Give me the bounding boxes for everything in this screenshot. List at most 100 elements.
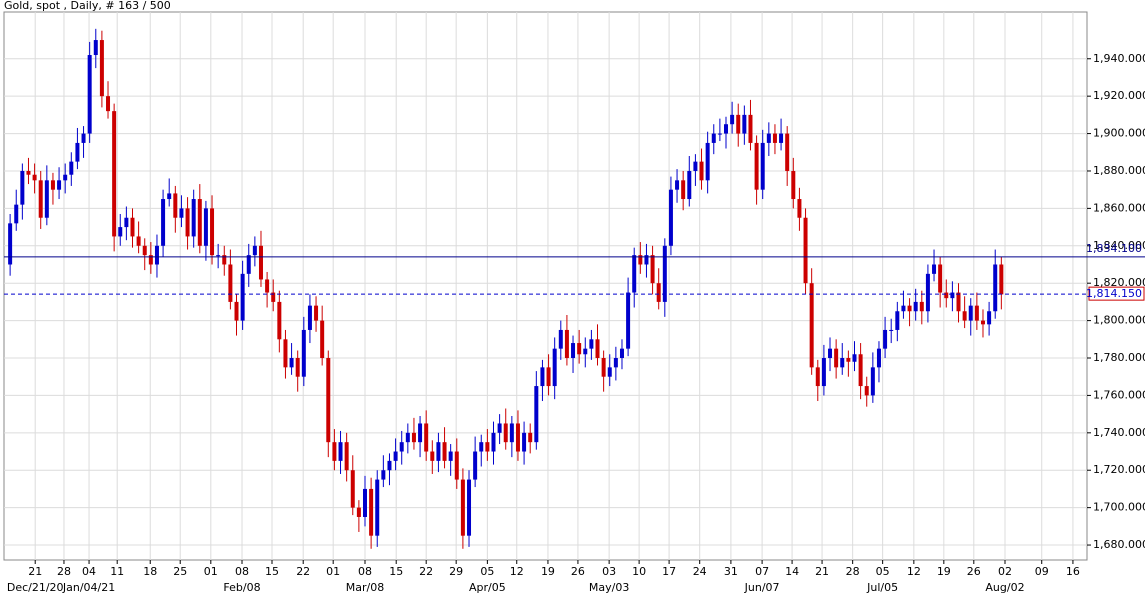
y-tick-label: 1,900.000: [1093, 127, 1145, 140]
candle-body: [974, 305, 979, 321]
candle-body: [369, 488, 374, 536]
candle-body: [852, 354, 857, 362]
candle-body: [173, 193, 178, 218]
x-month-label: Jan/04/21: [62, 581, 115, 594]
candle-body: [803, 217, 808, 284]
price-label-box: [1088, 286, 1145, 301]
candle-body: [405, 432, 410, 443]
x-tick-label: 19: [937, 565, 951, 578]
x-tick-label: 10: [632, 565, 646, 578]
candle-body: [840, 358, 845, 368]
y-tick-label: 1,800.000: [1093, 314, 1145, 327]
x-month-label: Feb/08: [223, 581, 260, 594]
candle-body: [197, 199, 202, 246]
candle-body: [393, 451, 398, 461]
candle-body: [136, 236, 141, 246]
candle-body: [118, 227, 123, 237]
y-tick-label: 1,720.000: [1093, 463, 1145, 476]
candle-body: [509, 423, 514, 443]
candle-body: [809, 283, 814, 368]
x-tick-label: 12: [510, 565, 524, 578]
candle-body: [644, 255, 649, 265]
candle-body: [730, 114, 735, 125]
x-tick-label: 15: [265, 565, 279, 578]
candle-body: [503, 423, 508, 443]
x-tick-label: 28: [846, 565, 860, 578]
candle-body: [956, 292, 961, 312]
x-month-label: Apr/05: [469, 581, 506, 594]
candle-body: [705, 142, 710, 181]
candle-body: [668, 189, 673, 246]
candle-body: [944, 292, 949, 299]
x-tick-label: 26: [967, 565, 981, 578]
candle-body: [754, 142, 759, 190]
candle-body: [662, 245, 667, 302]
candle-body: [63, 174, 68, 181]
candle-body: [571, 343, 576, 359]
candle-body: [307, 305, 312, 330]
candle-body: [399, 442, 404, 452]
candle-body: [999, 264, 1004, 295]
chart-title: Gold, spot , Daily, # 163 / 500: [4, 0, 171, 12]
candle-body: [332, 442, 337, 461]
x-tick-label: 11: [110, 565, 124, 578]
candle-body: [106, 96, 111, 112]
candle-body: [222, 255, 227, 265]
plot-area: [3, 11, 1088, 561]
candle-body: [81, 133, 86, 143]
candle-body: [460, 479, 465, 536]
x-tick-label: 07: [755, 565, 769, 578]
x-month-label: Jun/07: [744, 581, 780, 594]
candle-body: [210, 208, 215, 256]
candle-body: [858, 354, 863, 387]
candle-body: [491, 432, 496, 452]
candle-body: [583, 348, 588, 355]
candle-body: [558, 329, 563, 349]
candle-body: [454, 451, 459, 480]
x-tick-label: 18: [143, 565, 157, 578]
candle-body: [938, 264, 943, 293]
candle-body: [589, 339, 594, 349]
candle-body: [540, 367, 545, 387]
x-tick-label: 05: [876, 565, 890, 578]
candle-body: [326, 358, 331, 443]
x-tick-label: 24: [693, 565, 707, 578]
candle-body: [515, 423, 520, 452]
candle-body: [687, 170, 692, 200]
x-tick-label: 17: [662, 565, 676, 578]
candle-body: [619, 348, 624, 359]
candle-body: [779, 133, 784, 143]
candle-body: [38, 180, 43, 218]
candle-body: [736, 114, 741, 134]
x-tick-label: 16: [1066, 565, 1080, 578]
candle-body: [295, 358, 300, 377]
candle-body: [277, 301, 282, 340]
x-tick-label: 09: [1035, 565, 1049, 578]
x-tick-label: 14: [785, 565, 799, 578]
candle-body: [907, 305, 912, 312]
candle-body: [418, 423, 423, 443]
candle-body: [20, 170, 25, 205]
candle-body: [350, 470, 355, 508]
candle-body: [785, 133, 790, 171]
x-tick-label: 31: [724, 565, 738, 578]
x-tick-label: 29: [449, 565, 463, 578]
candle-body: [320, 320, 325, 359]
candle-body: [50, 180, 55, 190]
x-tick-label: 21: [28, 565, 42, 578]
candle-body: [828, 348, 833, 359]
candle-body: [87, 55, 92, 134]
candle-body: [381, 470, 386, 480]
candle-body: [301, 329, 306, 377]
x-tick-label: 22: [419, 565, 433, 578]
candle-body: [185, 208, 190, 237]
candle-body: [742, 114, 747, 134]
candle-body: [607, 367, 612, 377]
x-tick-label: 19: [541, 565, 555, 578]
candle-body: [968, 305, 973, 321]
candle-body: [815, 367, 820, 387]
candle-body: [112, 111, 117, 237]
candle-body: [821, 358, 826, 387]
candle-body: [32, 174, 37, 181]
y-tick-label: 1,760.000: [1093, 388, 1145, 401]
